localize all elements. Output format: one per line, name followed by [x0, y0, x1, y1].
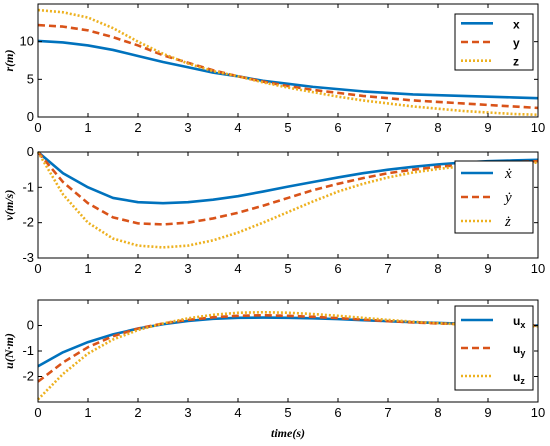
y-tick-label: -1 [22, 179, 34, 194]
legend-label: ẏ [503, 190, 512, 206]
x-tick-label: 9 [484, 261, 491, 276]
x-tick-label: 3 [184, 405, 191, 420]
legend-label: z [513, 55, 519, 69]
y-tick-label: -2 [22, 369, 34, 384]
legend-label: ẋ [504, 166, 512, 182]
legend-label: y [513, 36, 520, 50]
x-tick-label: 10 [531, 261, 545, 276]
x-tick-label: 6 [334, 120, 341, 135]
legend-r: xyz [454, 13, 534, 71]
x-tick-label: 10 [531, 405, 545, 420]
x-tick-label: 8 [434, 120, 441, 135]
x-tick-label: 4 [234, 405, 241, 420]
legend-v: ẋẏż [454, 160, 534, 234]
y-tick-label: 10 [20, 34, 34, 49]
x-tick-label: 10 [531, 120, 545, 135]
series-line-r-3 [37, 8, 539, 117]
x-tick-label: 1 [84, 120, 91, 135]
x-axis-label: time(s) [271, 426, 305, 440]
y-axis-label-r: r(m) [2, 50, 16, 72]
legend-label: x [513, 17, 520, 31]
y-tick-label: -1 [22, 343, 34, 358]
y-tick-label: -3 [22, 250, 34, 265]
x-tick-label: 1 [84, 261, 91, 276]
x-tick-label: 3 [184, 261, 191, 276]
x-tick-label: 2 [134, 261, 141, 276]
x-tick-label: 8 [434, 261, 441, 276]
y-tick-label: 0 [27, 318, 34, 333]
x-tick-label: 3 [184, 120, 191, 135]
x-tick-label: 7 [384, 120, 391, 135]
x-tick-label: 5 [284, 261, 291, 276]
x-tick-label: 1 [84, 405, 91, 420]
x-tick-label: 6 [334, 405, 341, 420]
y-tick-label: 0 [27, 144, 34, 159]
legend-label-subscript: z [520, 376, 525, 386]
x-tick-label: 0 [34, 405, 41, 420]
legend-label-subscript: y [520, 348, 525, 358]
panel-r: 0 1 2 3 4 5 6 7 8 9 10 0 5 10 r(m) xyz [2, 3, 545, 135]
y-tick-label: -2 [22, 215, 34, 230]
y-tick-label: 5 [27, 71, 34, 86]
series-line-v-3 [36, 151, 539, 249]
y-axis-label-v: v(m/s) [2, 190, 16, 221]
x-tick-label: 9 [484, 120, 491, 135]
legend-label: ż [504, 214, 511, 230]
x-tick-label: 4 [234, 120, 241, 135]
x-tick-label: 7 [384, 261, 391, 276]
y-axis-label-u: u(N·m) [2, 333, 16, 369]
x-tick-label: 4 [234, 261, 241, 276]
series-line-r-2 [37, 23, 539, 110]
x-tick-label: 6 [334, 261, 341, 276]
x-tick-label: 2 [134, 405, 141, 420]
series-line-u-3 [37, 310, 539, 401]
x-tick-label: 7 [384, 405, 391, 420]
legend-label-subscript: x [520, 320, 525, 330]
x-tick-label: 2 [134, 120, 141, 135]
x-tick-label: 0 [34, 120, 41, 135]
series-line-r-1 [37, 39, 539, 100]
x-tick-label: 5 [284, 120, 291, 135]
x-tick-label: 8 [434, 405, 441, 420]
x-tick-label: 0 [34, 261, 41, 276]
series-line-v-2 [37, 151, 539, 226]
y-tick-label: 0 [27, 109, 34, 124]
x-tick-label: 5 [284, 405, 291, 420]
x-tick-label: 9 [484, 405, 491, 420]
panel-v: 0 1 2 3 4 5 6 7 8 9 10 -3 -2 -1 0 v(m/s) ẋẏż [2, 144, 545, 276]
